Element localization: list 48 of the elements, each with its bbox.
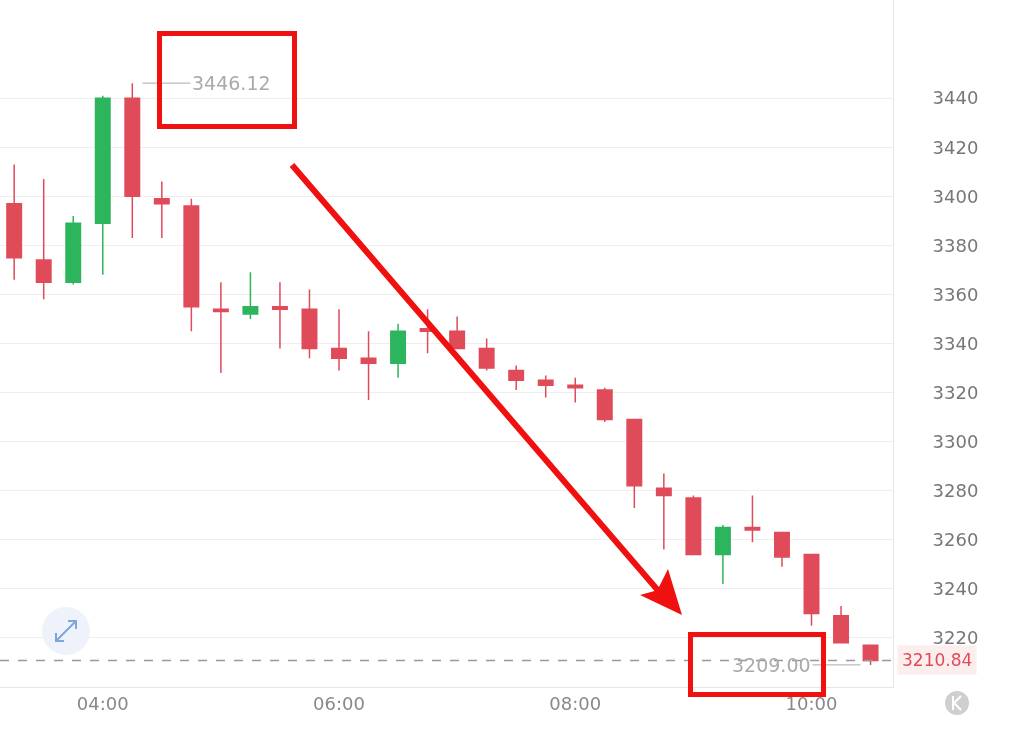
- y-tick-label: 3220: [932, 627, 979, 649]
- candlestick: [331, 308, 347, 372]
- candlestick: [685, 494, 702, 556]
- candlestick: [6, 163, 23, 281]
- candlestick: [508, 364, 525, 391]
- candlestick: [242, 271, 259, 320]
- candlestick: [124, 82, 141, 239]
- candlestick: [183, 197, 200, 332]
- y-tick-label: 3340: [932, 332, 979, 354]
- y-tick-label: 3440: [932, 87, 979, 109]
- candlestick: [596, 386, 613, 423]
- y-tick-label: 3280: [932, 480, 979, 502]
- candlestick: [744, 494, 761, 543]
- x-tick-label: 04:00: [76, 692, 129, 714]
- candlestick: [449, 315, 466, 350]
- candlestick: [271, 281, 288, 350]
- candlestick: [714, 524, 731, 585]
- candlestick: [65, 215, 82, 286]
- candlestick: [537, 374, 554, 399]
- ref-line-label: 3210.84: [902, 650, 973, 670]
- candlestick: [567, 377, 584, 404]
- y-tick-label: 3320: [932, 381, 979, 403]
- y-tick-label: 3260: [932, 529, 979, 551]
- candlestick: [626, 418, 643, 509]
- y-tick-label: 3420: [932, 136, 979, 158]
- candlestick: [655, 472, 672, 551]
- x-tick-label: 06:00: [313, 692, 365, 714]
- candlestick: [803, 553, 820, 627]
- annotation: 3209.00: [732, 654, 811, 676]
- candlestick: [153, 180, 170, 239]
- y-tick-label: 3360: [932, 283, 979, 305]
- y-tick-label: 3300: [932, 430, 979, 452]
- x-tick-label: 10:00: [785, 692, 838, 714]
- x-tick-label: 08:00: [549, 692, 602, 714]
- y-tick-label: 3380: [932, 234, 979, 256]
- annotation: 3446.12: [192, 72, 271, 94]
- candlestick: [94, 94, 111, 276]
- candlestick: [360, 330, 377, 401]
- candlestick: [862, 644, 879, 666]
- candlestick: [212, 281, 229, 374]
- candlestick: [833, 605, 850, 644]
- candlestick: [301, 288, 318, 359]
- candlestick: [478, 337, 495, 372]
- candlestick: [390, 323, 407, 379]
- y-tick-label: 3240: [932, 578, 979, 600]
- y-tick-label: 3400: [932, 185, 979, 207]
- candlestick: [35, 178, 52, 301]
- candlestick: [773, 531, 790, 568]
